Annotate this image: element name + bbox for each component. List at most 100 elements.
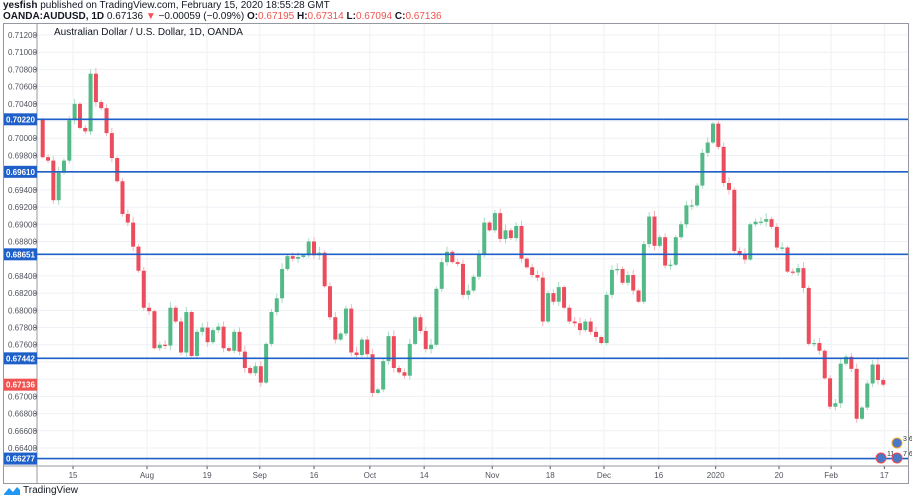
author[interactable]: yesfish [3,0,38,11]
candle[interactable] [870,360,875,388]
candle[interactable] [562,285,567,310]
candle[interactable] [742,248,747,264]
candle[interactable] [758,217,763,226]
tradingview-logo[interactable]: TradingView [4,485,78,496]
candle[interactable] [226,346,231,353]
candle[interactable] [120,178,125,217]
candle[interactable] [641,240,646,305]
candle[interactable] [514,222,519,242]
candle[interactable] [716,120,721,150]
candle[interactable] [764,213,769,227]
candle[interactable] [572,317,577,327]
candle[interactable] [774,223,779,251]
candle[interactable] [849,353,854,372]
candle[interactable] [205,321,210,347]
candle[interactable] [881,377,886,387]
candle[interactable] [200,323,205,336]
candle[interactable] [210,327,215,345]
candle[interactable] [131,216,136,252]
candle[interactable] [77,102,82,130]
candle[interactable] [216,322,221,334]
candle[interactable] [705,137,710,158]
candle[interactable] [679,221,684,240]
candle[interactable] [413,315,418,346]
candle[interactable] [668,259,673,270]
candle[interactable] [875,358,880,385]
candle[interactable] [859,405,864,421]
candle[interactable] [625,271,630,286]
candle[interactable] [439,258,444,292]
candle[interactable] [147,302,152,316]
candle[interactable] [673,235,678,267]
candle[interactable] [194,328,199,359]
candle[interactable] [189,310,194,358]
candle[interactable] [695,183,700,208]
candle[interactable] [83,124,88,134]
candle[interactable] [785,245,790,273]
candle[interactable] [418,314,423,334]
candle[interactable] [615,263,620,275]
candle[interactable] [93,67,98,107]
candle[interactable] [51,156,56,204]
candle[interactable] [152,309,157,350]
candle[interactable] [109,127,114,163]
candle[interactable] [647,212,652,248]
candle[interactable] [838,357,843,408]
candle[interactable] [854,363,859,423]
candle[interactable] [429,338,434,354]
candle[interactable] [322,250,327,289]
candle[interactable] [423,326,428,353]
candle[interactable] [179,317,184,356]
candle[interactable] [157,341,162,351]
candle[interactable] [445,246,450,267]
candle[interactable] [99,99,104,111]
candle[interactable] [125,209,130,227]
candle[interactable] [67,116,72,164]
candle[interactable] [769,216,774,229]
candle[interactable] [264,342,269,384]
candle[interactable] [40,117,45,159]
candle[interactable] [397,365,402,375]
candle[interactable] [56,166,61,205]
candle[interactable] [817,337,822,355]
candle[interactable] [806,285,811,346]
candle[interactable] [253,362,258,377]
candle[interactable] [402,368,407,379]
candle[interactable] [141,266,146,311]
candle[interactable] [652,210,657,251]
candle[interactable] [588,317,593,335]
candle[interactable] [790,268,795,275]
candle[interactable] [136,244,141,273]
candle[interactable] [370,349,375,398]
candle[interactable] [700,149,705,189]
candle[interactable] [285,253,290,271]
candle[interactable] [711,121,716,144]
candle[interactable] [636,288,641,304]
candle[interactable] [274,293,279,316]
candle[interactable] [503,224,508,244]
candle[interactable] [312,237,317,259]
candle[interactable] [104,104,109,137]
candle[interactable] [333,312,338,344]
candle[interactable] [524,256,529,269]
candle[interactable] [386,331,391,365]
candle[interactable] [556,281,561,306]
candle[interactable] [460,259,465,299]
candle[interactable] [822,349,827,380]
candle[interactable] [471,274,476,293]
candle[interactable] [381,357,386,392]
candle[interactable] [508,227,513,240]
candle[interactable] [535,270,540,282]
candle[interactable] [583,319,588,333]
candle[interactable] [115,156,120,183]
candle[interactable] [280,263,285,303]
candle[interactable] [593,326,598,342]
candle[interactable] [732,187,737,253]
candle[interactable] [620,266,625,285]
candle[interactable] [546,290,551,324]
candle[interactable] [173,305,178,324]
candle[interactable] [530,264,535,278]
candle[interactable] [828,375,833,410]
candle[interactable] [578,317,583,335]
